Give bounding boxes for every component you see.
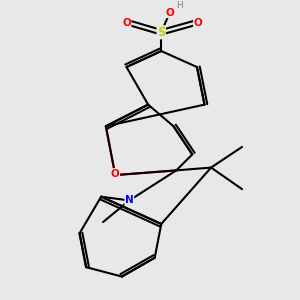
Text: O: O <box>122 18 131 28</box>
Text: N: N <box>125 196 134 206</box>
Text: O: O <box>165 8 174 17</box>
Text: H: H <box>176 1 183 10</box>
Text: S: S <box>157 26 166 39</box>
Text: O: O <box>111 169 120 179</box>
Text: O: O <box>194 18 202 28</box>
